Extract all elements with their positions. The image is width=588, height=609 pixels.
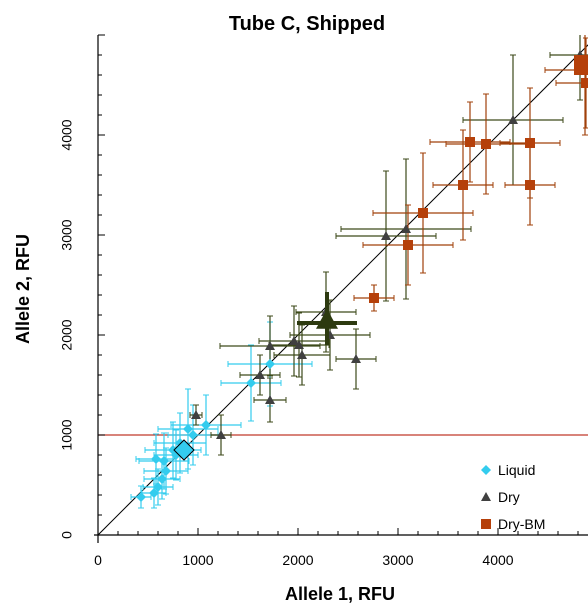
dry-point	[191, 410, 201, 419]
x-tick-label: 3000	[382, 552, 413, 568]
dry-point	[508, 115, 518, 124]
dry-bm-point	[465, 137, 475, 147]
dry-bm-point	[481, 139, 491, 149]
x-tick-label: 1000	[182, 552, 213, 568]
dry-point	[216, 430, 226, 439]
error-bars	[130, 35, 588, 509]
dry-bm-point	[581, 78, 588, 88]
x-tick-label: 4000	[482, 552, 513, 568]
y-tick-label: 0	[59, 531, 75, 539]
dry-point	[381, 231, 391, 240]
y-axis-label: Allele 2, RFU	[13, 234, 33, 344]
liquid-point	[265, 359, 275, 369]
y-tick-label: 3000	[59, 219, 75, 250]
dry-bm-point	[525, 138, 535, 148]
x-axis-label: Allele 1, RFU	[285, 584, 395, 604]
x-tick-label: 0	[94, 552, 102, 568]
dry-point	[265, 395, 275, 404]
liquid-point	[157, 474, 167, 484]
liquid-point	[161, 466, 171, 476]
dry-point	[265, 341, 275, 350]
y-tick-label: 2000	[59, 319, 75, 350]
data-markers	[136, 50, 588, 502]
dry-bm-point	[403, 240, 413, 250]
y-tick-label: 4000	[59, 119, 75, 150]
legend: Liquid Dry Dry-BM	[481, 462, 545, 532]
legend-liquid-symbol	[481, 465, 491, 475]
legend-dry-bm-label: Dry-BM	[498, 516, 545, 532]
dry-mean-marker	[316, 309, 338, 329]
legend-liquid-label: Liquid	[498, 462, 535, 478]
liquid-point	[246, 378, 256, 388]
legend-dry-bm-symbol	[481, 519, 491, 529]
dry-bm-point	[525, 180, 535, 190]
liquid-point	[183, 424, 193, 434]
legend-dry-label: Dry	[498, 489, 520, 505]
chart-title: Tube C, Shipped	[229, 13, 385, 35]
dry-point	[401, 224, 411, 233]
dry-point	[351, 354, 361, 363]
plot-area	[98, 35, 588, 536]
liquid-point	[188, 430, 198, 440]
dry-bm-point	[418, 208, 428, 218]
dry-bm-mean-marker	[574, 55, 588, 75]
dry-point	[255, 370, 265, 379]
dry-bm-point	[369, 293, 379, 303]
axes: 0 1000 2000 3000 4000 0 1000 2000 3000 4000	[59, 34, 588, 568]
liquid-point	[153, 482, 163, 492]
liquid-mean-marker	[173, 439, 195, 461]
liquid-point	[151, 454, 161, 464]
y-tick-label: 1000	[59, 419, 75, 450]
liquid-point	[136, 492, 146, 502]
dry-point	[294, 340, 304, 349]
dry-point	[297, 350, 307, 359]
liquid-point	[159, 456, 169, 466]
dry-bm-point	[458, 180, 468, 190]
legend-dry-symbol	[481, 492, 491, 501]
liquid-point	[201, 420, 211, 430]
dry-point	[289, 336, 299, 345]
mean-markers	[173, 55, 588, 461]
x-tick-label: 2000	[282, 552, 313, 568]
